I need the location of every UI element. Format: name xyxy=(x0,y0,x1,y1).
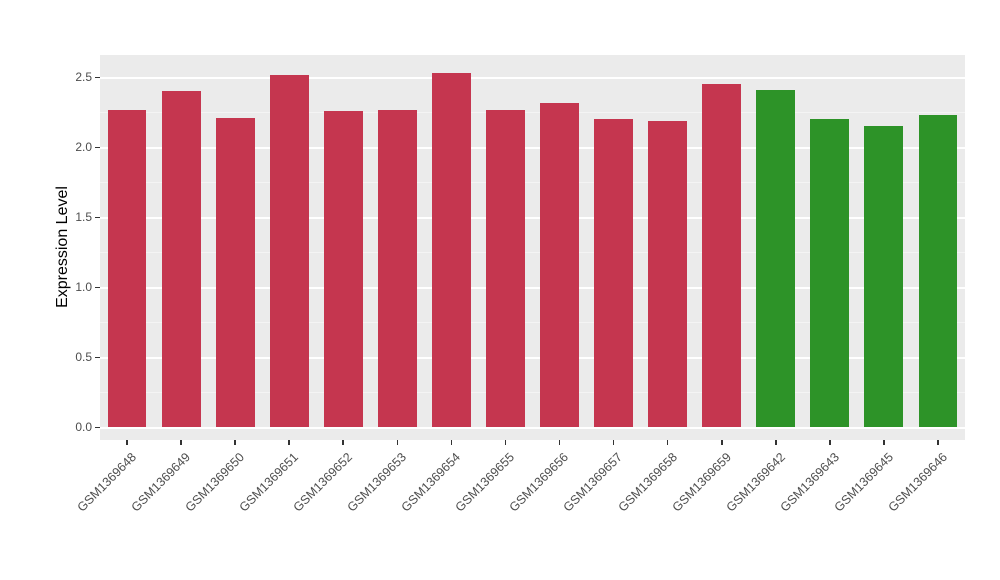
y-tick xyxy=(95,146,100,149)
gridline-major xyxy=(100,427,965,429)
y-tick xyxy=(95,76,100,79)
bar xyxy=(161,91,201,428)
x-tick xyxy=(937,440,939,445)
gridline-major xyxy=(100,287,965,289)
gridline-minor xyxy=(100,252,965,254)
gridline-major xyxy=(100,77,965,79)
plot-panel xyxy=(100,55,965,440)
gridline-major xyxy=(100,147,965,149)
bar xyxy=(377,109,417,428)
bar xyxy=(323,111,363,428)
x-tick xyxy=(829,440,831,445)
bar xyxy=(756,90,796,428)
y-tick xyxy=(95,426,100,429)
y-tick xyxy=(95,356,100,359)
gridline-minor xyxy=(100,322,965,324)
bar xyxy=(269,74,309,428)
gridline-major xyxy=(100,217,965,219)
bar xyxy=(431,73,471,428)
y-tick-label: 1.5 xyxy=(75,210,92,225)
x-tick xyxy=(883,440,885,445)
x-tick xyxy=(774,440,777,445)
bar xyxy=(648,120,688,428)
x-tick xyxy=(666,440,669,445)
x-tick xyxy=(126,440,128,445)
x-tick xyxy=(558,440,561,445)
bar xyxy=(215,118,255,428)
gridline-minor xyxy=(100,182,965,184)
bar xyxy=(864,126,904,428)
bar xyxy=(594,119,634,428)
x-tick xyxy=(504,440,507,445)
y-tick-label: 1.0 xyxy=(75,280,92,295)
y-tick-label: 0.0 xyxy=(75,420,92,435)
gridline-minor xyxy=(100,392,965,394)
y-tick-label: 0.5 xyxy=(75,350,92,365)
bar xyxy=(810,119,850,428)
x-tick xyxy=(450,440,453,445)
y-tick-label: 2.5 xyxy=(75,70,92,85)
y-tick-label: 2.0 xyxy=(75,140,92,155)
x-tick xyxy=(234,440,236,445)
y-tick xyxy=(95,286,100,289)
bar xyxy=(702,84,742,428)
x-tick xyxy=(720,440,723,445)
y-tick xyxy=(95,216,100,219)
x-tick xyxy=(288,440,290,445)
gridline-minor xyxy=(100,112,965,114)
bar xyxy=(107,109,147,428)
bar xyxy=(918,115,958,428)
x-tick xyxy=(180,440,182,445)
x-tick xyxy=(342,440,345,445)
bar xyxy=(540,102,579,428)
bar xyxy=(486,109,525,428)
gridline-major xyxy=(100,357,965,359)
x-tick xyxy=(396,440,399,445)
x-tick xyxy=(612,440,615,445)
